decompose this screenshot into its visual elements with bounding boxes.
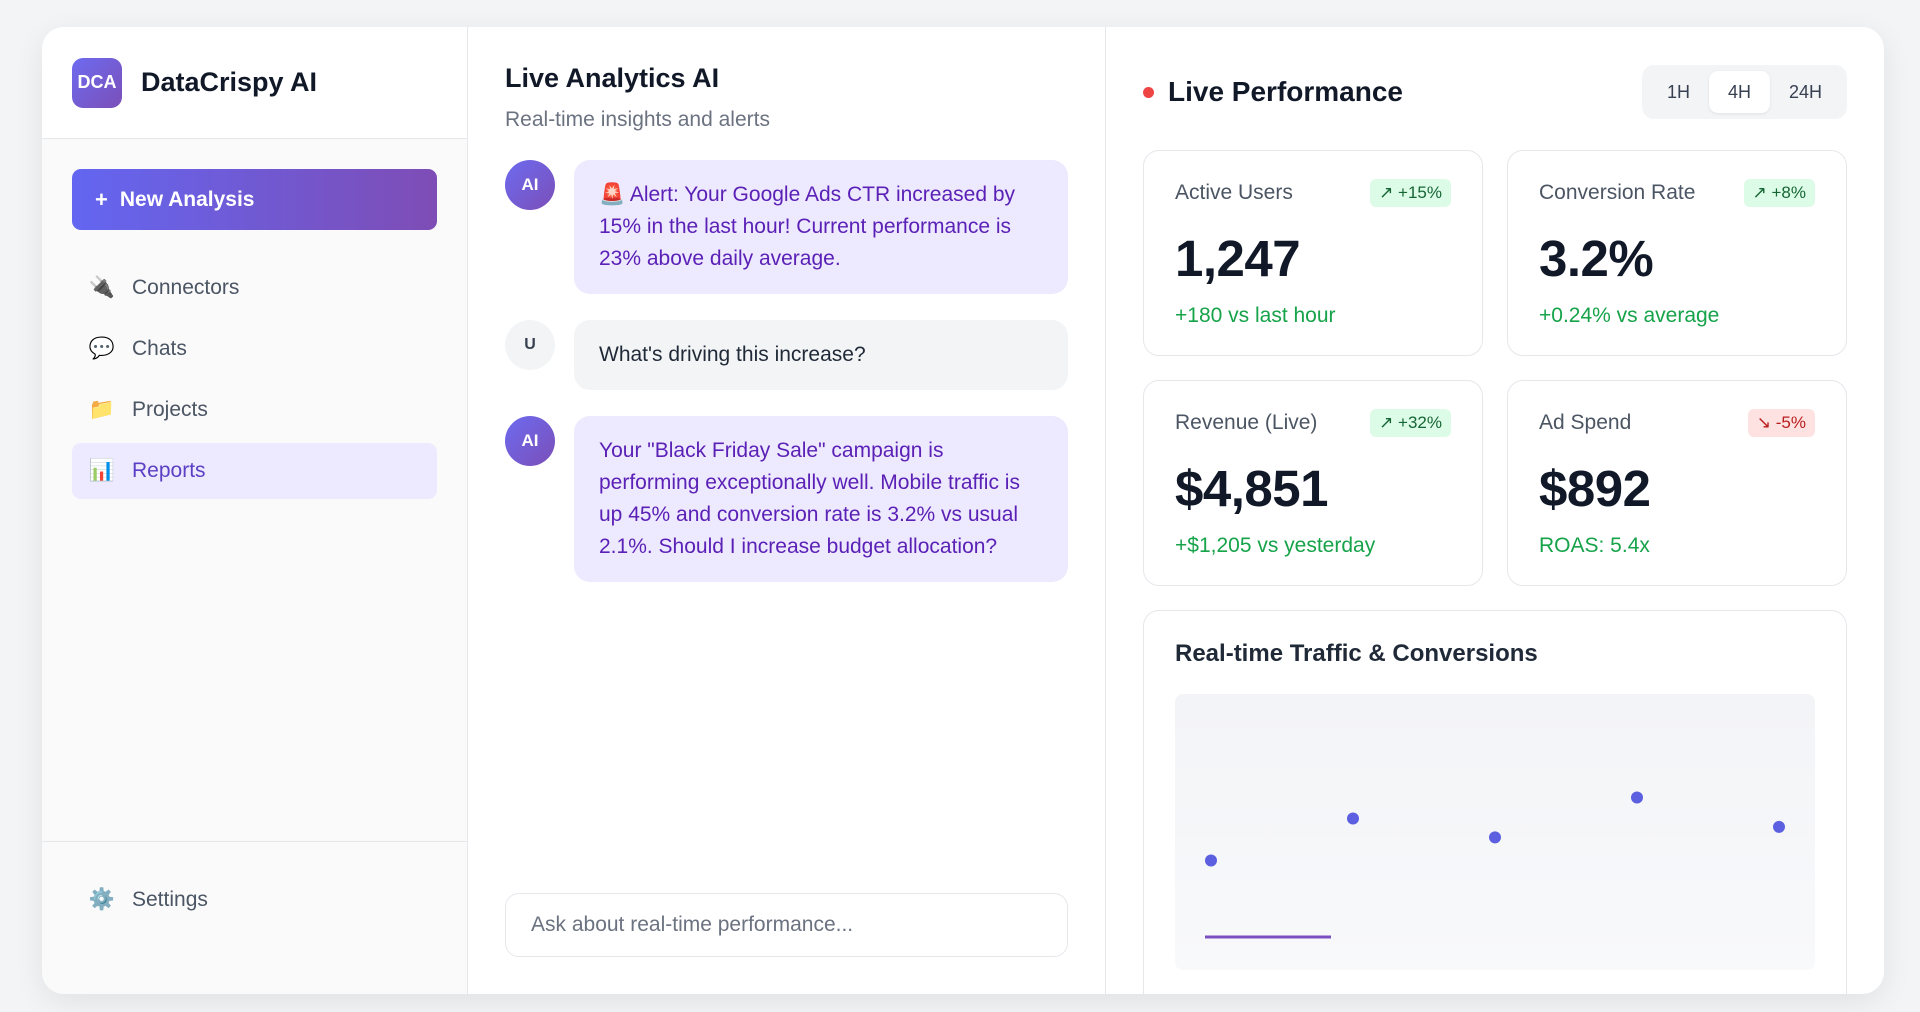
message-ai: AI 🚨 Alert: Your Google Ads CTR increase… [505, 160, 1068, 294]
metric-label: Active Users [1175, 181, 1293, 204]
sidebar-item-projects[interactable]: 📁 Projects [72, 382, 437, 438]
bar-chart-icon: 📊 [88, 459, 116, 482]
sidebar-item-label: Settings [132, 888, 208, 911]
performance-header: Live Performance 1H 4H 24H [1143, 65, 1847, 119]
traffic-chart-title: Real-time Traffic & Conversions [1175, 640, 1538, 667]
brand-name: DataCrispy AI [141, 67, 318, 97]
live-dot-icon [1143, 86, 1154, 98]
traffic-chart-svg [1205, 791, 1785, 939]
plus-icon: + [95, 186, 108, 212]
performance-title-group: Live Performance [1143, 76, 1403, 108]
chart-point[interactable] [1205, 854, 1217, 867]
metric-label: Revenue (Live) [1175, 411, 1318, 434]
speech-bubble-icon: 💬 [88, 337, 116, 360]
chart-point[interactable] [1631, 791, 1643, 804]
metric-label: Ad Spend [1539, 411, 1632, 434]
trend-badge: ↘ -5% [1747, 409, 1815, 437]
brand-header: DCA DataCrispy AI [42, 27, 467, 139]
metric-delta: ROAS: 5.4x [1539, 534, 1650, 557]
chart-point[interactable] [1773, 820, 1785, 833]
ai-avatar: AI [505, 160, 555, 210]
range-1h-button[interactable]: 1H [1666, 81, 1690, 102]
folder-icon: 📁 [88, 398, 116, 421]
trend-badge: ↗ +8% [1743, 179, 1815, 207]
sidebar-item-label: Projects [132, 398, 208, 421]
metric-value: 3.2% [1539, 230, 1654, 287]
chat-panel: Live Analytics AI Real-time insights and… [468, 27, 1106, 994]
metric-card-ad-spend[interactable]: Ad Spend ↘ -5% $892 ROAS: 5.4x [1507, 380, 1847, 586]
message-user: U What's driving this increase? [505, 320, 1068, 390]
sidebar-item-chats[interactable]: 💬 Chats [72, 321, 437, 377]
message-ai: AI Your "Black Friday Sale" campaign is … [505, 416, 1068, 582]
performance-panel: Live Performance 1H 4H 24H Active Users … [1106, 27, 1884, 994]
plug-icon: 🔌 [88, 276, 116, 299]
metric-label: Conversion Rate [1539, 181, 1696, 204]
metric-delta: +$1,205 vs yesterday [1175, 534, 1376, 557]
sidebar-nav: 🔌 Connectors 💬 Chats 📁 Projects 📊 Report… [42, 260, 467, 504]
chat-subtitle: Real-time insights and alerts [505, 108, 770, 131]
message-bubble: 🚨 Alert: Your Google Ads CTR increased b… [574, 160, 1068, 294]
message-bubble: What's driving this increase? [574, 320, 1068, 390]
metric-value: $4,851 [1175, 460, 1329, 517]
new-analysis-button[interactable]: + New Analysis [72, 169, 437, 230]
chart-point[interactable] [1489, 831, 1501, 844]
gear-icon: ⚙️ [88, 888, 116, 911]
metric-card-conversion-rate[interactable]: Conversion Rate ↗ +8% 3.2% +0.24% vs ave… [1507, 150, 1847, 356]
metric-card-active-users[interactable]: Active Users ↗ +15% 1,247 +180 vs last h… [1143, 150, 1483, 356]
sidebar-item-reports[interactable]: 📊 Reports [72, 443, 437, 499]
sidebar-item-label: Chats [132, 337, 187, 360]
message-list: AI 🚨 Alert: Your Google Ads CTR increase… [505, 160, 1068, 582]
chat-input[interactable]: Ask about real-time performance... [505, 893, 1068, 957]
message-bubble: Your "Black Friday Sale" campaign is per… [574, 416, 1068, 582]
sidebar-item-settings[interactable]: ⚙️ Settings [72, 872, 437, 928]
traffic-chart-card: Real-time Traffic & Conversions [1143, 610, 1847, 994]
new-analysis-label: New Analysis [119, 187, 255, 211]
sidebar-item-connectors[interactable]: 🔌 Connectors [72, 260, 437, 316]
sidebar: DCA DataCrispy AI + New Analysis 🔌 Conne… [42, 27, 468, 994]
metric-cards: Active Users ↗ +15% 1,247 +180 vs last h… [1143, 150, 1847, 586]
range-24h-button[interactable]: 24H [1788, 81, 1822, 102]
chart-point[interactable] [1347, 812, 1359, 825]
trend-badge: ↗ +15% [1370, 179, 1451, 207]
metric-card-revenue[interactable]: Revenue (Live) ↗ +32% $4,851 +$1,205 vs … [1143, 380, 1483, 586]
trend-badge: ↗ +32% [1370, 409, 1451, 437]
metric-value: $892 [1539, 460, 1651, 517]
metric-value: 1,247 [1175, 230, 1301, 287]
app-window: DCA DataCrispy AI + New Analysis 🔌 Conne… [42, 27, 1884, 994]
sidebar-footer: ⚙️ Settings [42, 841, 467, 994]
ai-avatar: AI [505, 416, 555, 466]
metric-delta: +180 vs last hour [1175, 304, 1336, 327]
user-avatar: U [505, 320, 555, 370]
sidebar-item-label: Connectors [132, 276, 240, 299]
sidebar-item-label: Reports [132, 459, 206, 482]
brand-logo[interactable]: DCA [72, 57, 122, 108]
traffic-chart-plot [1175, 694, 1815, 970]
time-range-selector: 1H 4H 24H [1641, 65, 1847, 119]
metric-delta: +0.24% vs average [1539, 304, 1720, 327]
performance-title: Live Performance [1168, 76, 1403, 107]
range-4h-button[interactable]: 4H [1708, 71, 1770, 113]
chat-title: Live Analytics AI [505, 63, 720, 93]
